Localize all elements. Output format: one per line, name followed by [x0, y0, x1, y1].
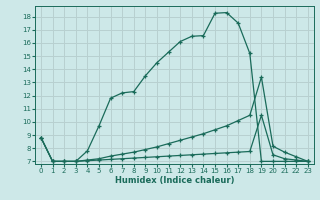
X-axis label: Humidex (Indice chaleur): Humidex (Indice chaleur)	[115, 176, 234, 185]
